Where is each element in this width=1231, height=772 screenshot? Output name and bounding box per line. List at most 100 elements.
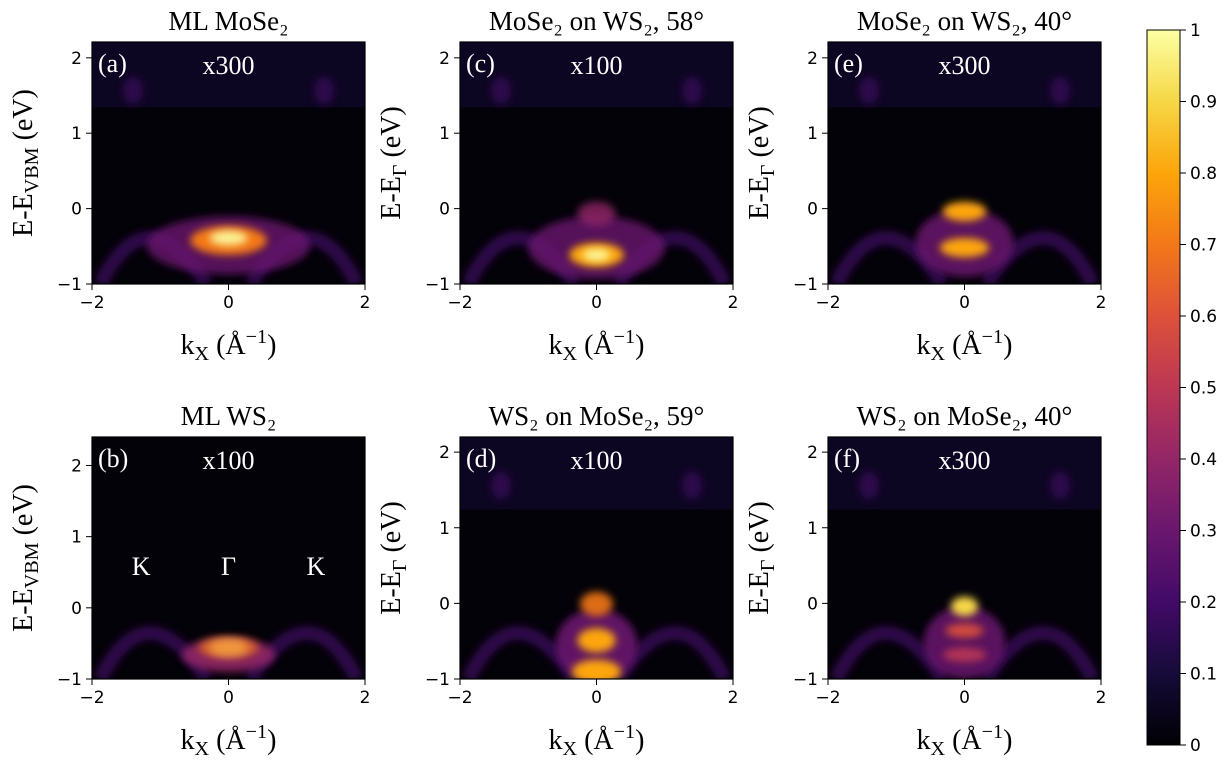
noise-spot [1050, 76, 1071, 105]
y-tick-label: 2 [807, 49, 818, 69]
y-tick-label: 2 [807, 443, 818, 463]
y-axis-label-part: Γ [389, 165, 411, 177]
x-axis-label: kX (Å−1) [549, 721, 645, 760]
x-axis-label-part: ) [635, 330, 644, 361]
colorbar-tick-label: 0.2 [1190, 593, 1217, 613]
x-axis-label-part: ) [1003, 330, 1012, 361]
y-tick-label: −1 [57, 275, 82, 295]
intensity-blob [582, 248, 611, 262]
colorbar-tick-label: 0.5 [1190, 379, 1217, 399]
y-axis-label-part: E-E [744, 176, 775, 220]
y-tick-label: 1 [807, 124, 818, 144]
point-label: Γ [221, 552, 236, 581]
x-axis-label: kX (Å−1) [181, 326, 277, 365]
noise-spot [858, 471, 879, 500]
y-axis-label-part: (eV) [376, 106, 407, 164]
x-axis-label-part: X [931, 343, 946, 365]
y-tick-label: 2 [71, 49, 82, 69]
x-axis-label-part: X [195, 738, 210, 760]
x-axis-label-part: k [181, 725, 195, 756]
y-tick-label: 0 [439, 200, 450, 220]
y-axis-label-part: (eV) [744, 106, 775, 164]
x-tick-label: 2 [1096, 688, 1107, 708]
x-axis-label-part: k [549, 330, 563, 361]
noise-spot [1050, 471, 1071, 500]
x-tick-label: 0 [959, 688, 970, 708]
y-axis-label: E-EVBM (eV) [8, 89, 43, 237]
panel-title: WS₂ on MoSe₂, 59° [489, 401, 705, 431]
panel-label: (e) [834, 49, 863, 78]
x-tick-label: 2 [728, 688, 739, 708]
scale-annotation: x100 [571, 51, 623, 80]
panel-title: WS₂ on MoSe₂, 40° [857, 401, 1073, 431]
y-axis-label-part: E-E [8, 193, 39, 237]
colorbar-tick-label: 0.6 [1190, 307, 1217, 327]
scale-annotation: x300 [939, 446, 991, 475]
y-axis-label-part: Γ [757, 165, 779, 177]
panel-label: (b) [98, 444, 128, 473]
panel-title: MoSe₂ on WS₂, 58° [489, 6, 704, 36]
intensity-blob [577, 201, 616, 226]
x-tick-label: −2 [447, 688, 472, 708]
x-tick-label: 0 [959, 293, 970, 313]
point-label: K [132, 552, 151, 581]
intensity-blob [945, 623, 984, 638]
x-axis-label-part: −1 [246, 721, 267, 743]
x-axis-label-part: (Å [209, 725, 246, 756]
y-axis-label-part: Γ [757, 560, 779, 572]
y-tick-label: 2 [439, 443, 450, 463]
x-tick-label: 0 [223, 688, 234, 708]
x-axis-label-part: X [195, 343, 210, 365]
y-tick-label: 1 [439, 519, 450, 539]
x-axis-label-part: ) [1003, 725, 1012, 756]
x-axis-label-part: k [181, 330, 195, 361]
y-tick-label: 0 [807, 200, 818, 220]
x-tick-label: 2 [360, 293, 371, 313]
x-axis-label-part: ) [635, 725, 644, 756]
y-axis-label-part: VBM [21, 542, 43, 588]
band-layer [93, 216, 364, 284]
intensity-blob [198, 636, 259, 659]
intensity-blob [939, 238, 990, 258]
y-tick-label: −1 [425, 670, 450, 690]
x-axis-label-part: k [549, 725, 563, 756]
x-tick-label: 0 [591, 293, 602, 313]
y-axis-label-part: E-E [8, 588, 39, 632]
y-tick-label: −1 [793, 275, 818, 295]
noise-spot [490, 76, 511, 105]
noise-spot [490, 471, 511, 500]
x-axis-label: kX (Å−1) [917, 326, 1013, 365]
panel-label: (a) [98, 49, 127, 78]
x-axis-label-part: −1 [982, 721, 1003, 743]
band-layer [461, 201, 732, 284]
x-axis-label-part: (Å [945, 725, 982, 756]
y-axis-label-part: E-E [744, 571, 775, 615]
panel-label: (f) [834, 444, 860, 473]
y-axis-label-part: (eV) [376, 501, 407, 559]
x-axis-label-part: k [917, 330, 931, 361]
x-axis-label: kX (Å−1) [549, 326, 645, 365]
y-tick-label: −1 [425, 275, 450, 295]
x-axis-label-part: X [563, 343, 578, 365]
x-axis-label-part: ) [267, 330, 276, 361]
y-axis-label-part: VBM [21, 147, 43, 193]
x-tick-label: −2 [815, 688, 840, 708]
y-axis-label-part: (eV) [744, 501, 775, 559]
noise-spot [858, 76, 879, 105]
y-tick-label: −1 [57, 670, 82, 690]
colorbar [1146, 29, 1181, 746]
y-tick-label: −1 [793, 670, 818, 690]
noise-spot [682, 471, 703, 500]
y-axis-label: E-EΓ (eV) [376, 501, 411, 614]
band-layer [829, 201, 1100, 284]
y-axis-label: E-EΓ (eV) [744, 106, 779, 219]
x-axis-label-part: ) [267, 725, 276, 756]
x-axis-label-part: (Å [577, 725, 614, 756]
y-tick-label: 2 [71, 456, 82, 476]
x-tick-label: 2 [728, 293, 739, 313]
heatmap [460, 437, 733, 679]
x-tick-label: −2 [79, 293, 104, 313]
heatmap [828, 42, 1101, 284]
